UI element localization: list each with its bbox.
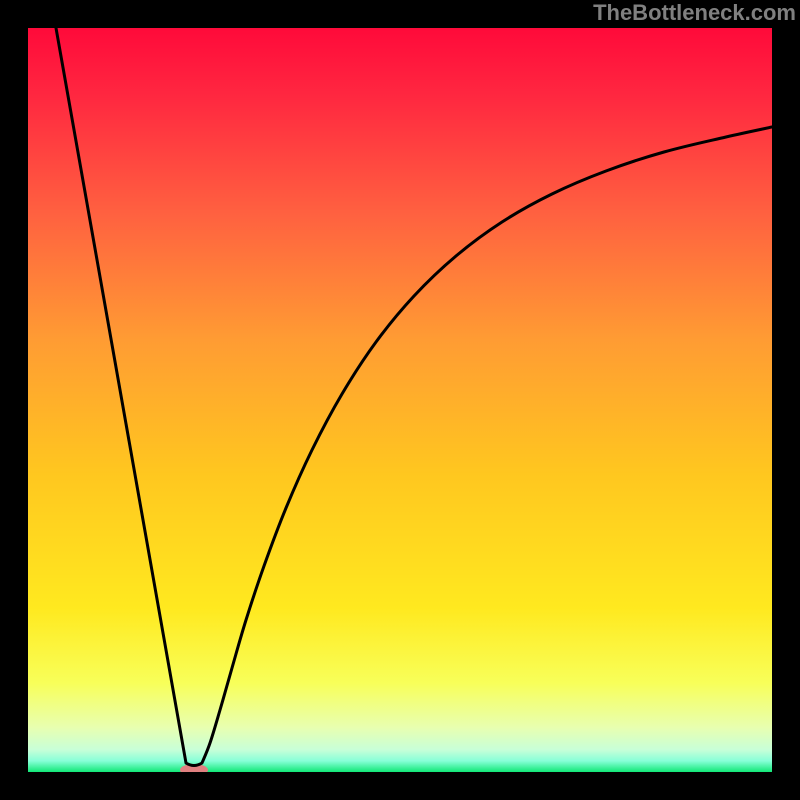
- bottleneck-chart: TheBottleneck.com: [0, 0, 800, 800]
- gradient-background: [28, 28, 772, 772]
- chart-svg: [0, 0, 800, 800]
- watermark-text: TheBottleneck.com: [593, 0, 796, 26]
